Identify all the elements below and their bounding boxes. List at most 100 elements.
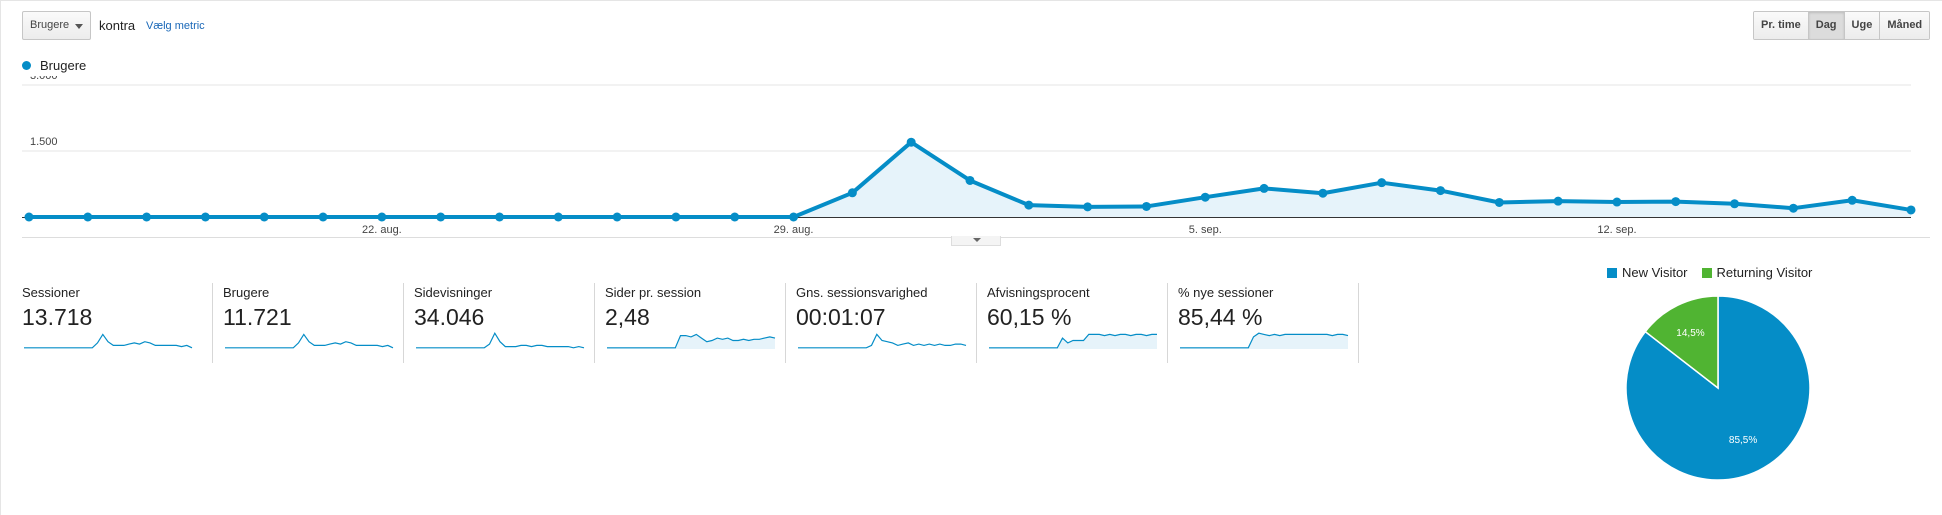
choose-metric-link[interactable]: Vælg metric [146, 20, 205, 32]
data-point [1318, 188, 1328, 198]
x-tick-label: 29. aug. [774, 224, 814, 236]
data-point [1141, 201, 1151, 211]
data-point [1377, 178, 1387, 188]
scorecard[interactable]: Sider pr. session 2,48 [595, 283, 786, 363]
data-point [1730, 199, 1740, 209]
sparkline-area [607, 334, 775, 349]
visitor-type-pie-chart: 85,5% 14,5% [1625, 295, 1811, 481]
scorecard-value: 2,48 [605, 304, 650, 330]
metric-select-label: Brugere [30, 19, 70, 31]
scorecard[interactable]: Sessioner 13.718 [22, 283, 213, 363]
data-point [436, 212, 446, 222]
x-tick-label: 12. sep. [1597, 224, 1636, 236]
sparkline [607, 333, 776, 349]
data-point [1906, 205, 1916, 215]
scorecard-value: 13.718 [22, 304, 93, 330]
users-line-chart: 1.500 3.000 22. aug. 29. aug. 5. sep. 12. sep… [22, 76, 1930, 238]
data-point [965, 175, 975, 185]
scorecard-label: Afvisningsprocent [987, 285, 1090, 300]
top-border [0, 0, 1942, 1]
granularity-day-button[interactable]: Dag [1807, 12, 1844, 39]
data-point [612, 212, 622, 222]
sparkline [225, 333, 394, 349]
granularity-hour-button[interactable]: Pr. time [1754, 12, 1808, 39]
data-point [495, 212, 504, 222]
sparkline-line [1180, 332, 1349, 349]
y-tick-label: 3.000 [30, 76, 58, 82]
chevron-down-icon [75, 24, 83, 29]
data-point [906, 137, 916, 147]
granularity-toggle: Pr. time Dag Uge Måned [1753, 11, 1931, 40]
data-point [318, 212, 328, 222]
data-point [1024, 200, 1034, 210]
data-point [1847, 195, 1857, 205]
pie-legend-item-new: New Visitor [1607, 265, 1688, 280]
scorecard[interactable]: % nye sessioner 85,44 % [1168, 283, 1359, 363]
granularity-week-button[interactable]: Uge [1843, 12, 1880, 39]
y-tick-label: 1.500 [30, 136, 58, 148]
sparkline-area [989, 334, 1157, 349]
scorecard-label: % nye sessioner [1178, 285, 1274, 300]
sparkline-line [798, 333, 967, 349]
versus-label: kontra [99, 18, 136, 33]
sparkline [416, 331, 585, 349]
sparkline-area [1180, 333, 1348, 349]
data-point [24, 212, 34, 222]
data-point [1612, 197, 1622, 207]
scorecard[interactable]: Brugere 11.721 [213, 283, 404, 363]
data-point [847, 188, 857, 198]
scorecard-value: 34.046 [414, 304, 485, 330]
left-border [0, 0, 1, 515]
pie-legend-label: New Visitor [1622, 265, 1688, 280]
legend-swatch [1701, 267, 1712, 278]
data-point [1259, 183, 1269, 193]
sparkline-line [989, 333, 1157, 349]
scorecard[interactable]: Afvisningsprocent 60,15 % [977, 283, 1168, 363]
chevron-down-icon [973, 238, 981, 242]
granularity-month-button[interactable]: Måned [1879, 12, 1930, 39]
scorecard-value: 00:01:07 [796, 304, 886, 330]
scorecard-value: 85,44 % [1178, 304, 1263, 330]
data-point [1083, 202, 1093, 212]
sparkline [1180, 332, 1349, 349]
legend-label-brugere: Brugere [40, 58, 87, 73]
chart-legend: Brugere [22, 58, 86, 73]
sparkline [798, 333, 967, 349]
sparkline [989, 333, 1157, 349]
data-point [1436, 186, 1445, 196]
pie-legend-item-returning: Returning Visitor [1701, 265, 1812, 280]
data-point [1671, 197, 1681, 207]
scorecard-value: 60,15 % [987, 304, 1072, 330]
data-point [83, 212, 93, 222]
data-point [200, 212, 210, 222]
data-point [730, 212, 740, 222]
legend-swatch [1607, 267, 1617, 278]
data-point [1494, 197, 1504, 207]
scorecard-label: Sidevisninger [414, 285, 493, 300]
chart-collapse-handle[interactable] [951, 236, 1001, 246]
scorecard-label: Brugere [223, 285, 270, 300]
metric-select[interactable]: Brugere [22, 11, 91, 40]
series-area [29, 142, 1911, 217]
scorecard-label: Sider pr. session [605, 285, 702, 300]
scorecard-label: Sessioner [22, 285, 80, 300]
pie-slice-label: 14,5% [1676, 328, 1704, 339]
x-tick-label: 5. sep. [1189, 224, 1222, 236]
data-point [1553, 196, 1563, 206]
data-point [259, 212, 269, 222]
data-point [671, 212, 681, 222]
scorecard-value: 11.721 [223, 304, 292, 330]
data-point [1788, 203, 1798, 213]
x-tick-label: 22. aug. [362, 224, 402, 236]
scorecard-row: Sessioner 13.718 Brugere 11.721 Sidevisninge… [22, 283, 1359, 363]
scorecard[interactable]: Gns. sessionsvarighed 00:01:07 [786, 283, 977, 363]
data-point [789, 212, 799, 222]
data-point [1200, 192, 1210, 202]
pie-legend: New Visitor Returning Visitor [1607, 265, 1826, 280]
scorecard[interactable]: Sidevisninger 34.046 [404, 283, 595, 363]
pie-slice-label: 85,5% [1729, 435, 1757, 446]
sparkline [24, 333, 193, 349]
legend-marker [22, 61, 31, 70]
data-point [142, 212, 152, 222]
sparkline-line [225, 333, 394, 349]
